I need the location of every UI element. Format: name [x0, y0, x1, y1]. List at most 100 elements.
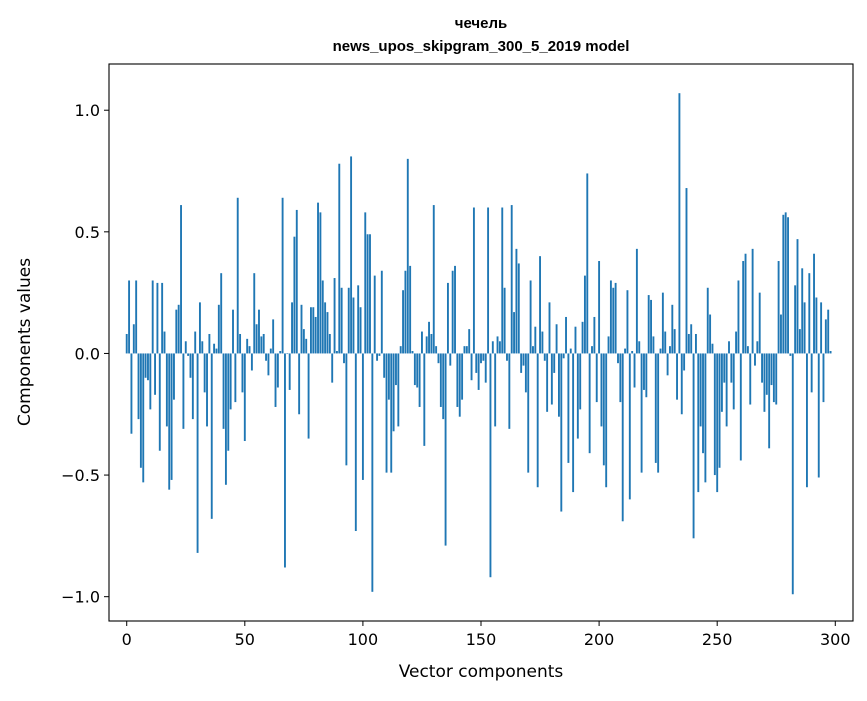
bar-248 [711, 343, 714, 354]
bar-189 [572, 353, 575, 493]
bar-157 [496, 336, 499, 354]
bar-225 [657, 353, 660, 473]
bar-142 [461, 353, 464, 400]
bar-210 [621, 353, 624, 522]
bar-275 [775, 353, 778, 405]
bar-223 [652, 336, 655, 354]
bar-130 [432, 205, 435, 354]
bar-252 [720, 353, 723, 412]
bar-35 [208, 333, 211, 354]
bar-290 [810, 353, 813, 393]
bar-206 [612, 287, 615, 354]
bar-28 [191, 353, 194, 420]
bar-179 [548, 302, 551, 354]
bar-82 [319, 212, 322, 354]
bar-164 [513, 312, 516, 354]
bar-24 [182, 353, 185, 429]
bar-27 [189, 353, 192, 378]
y-tick-label-2: 0.0 [75, 344, 100, 363]
bar-217 [638, 341, 641, 354]
bar-13 [156, 282, 159, 354]
bar-170 [527, 353, 530, 473]
bar-200 [598, 261, 601, 354]
bar-159 [501, 207, 504, 354]
bar-244 [702, 353, 704, 454]
bar-18 [168, 353, 171, 490]
chart-title-line2: news_upos_skipgram_300_5_2019 model [333, 38, 630, 55]
bar-117 [402, 290, 404, 354]
bar-289 [808, 273, 811, 354]
bar-141 [458, 353, 461, 417]
bar-129 [430, 333, 433, 354]
bar-112 [390, 353, 393, 473]
bar-178 [546, 353, 549, 412]
bar-204 [607, 336, 610, 354]
bar-31 [198, 302, 201, 354]
bar-257 [732, 353, 735, 410]
bar-40 [220, 273, 223, 354]
bar-231 [671, 304, 674, 354]
bar-176 [541, 331, 544, 354]
bar-94 [347, 287, 350, 354]
bar-4 [135, 280, 138, 354]
bar-260 [739, 353, 742, 461]
bar-110 [385, 353, 388, 473]
bar-103 [369, 234, 371, 354]
bar-140 [456, 353, 459, 407]
bar-205 [609, 280, 612, 354]
bar-211 [624, 348, 627, 354]
bar-262 [744, 253, 747, 354]
bar-20 [173, 353, 175, 400]
bar-246 [706, 287, 709, 354]
bar-243 [699, 353, 702, 427]
bar-235 [680, 353, 683, 415]
bar-143 [463, 346, 466, 354]
bar-233 [676, 353, 678, 400]
bar-154 [489, 353, 492, 578]
bar-124 [418, 353, 421, 407]
bar-88 [333, 278, 336, 354]
bar-187 [567, 353, 570, 463]
bar-251 [718, 353, 721, 468]
bar-161 [506, 353, 508, 361]
bar-92 [343, 353, 345, 364]
bar-123 [416, 353, 419, 388]
bar-151 [482, 353, 485, 361]
bar-182 [555, 324, 558, 354]
bar-190 [574, 326, 577, 354]
bar-99 [359, 307, 362, 354]
bar-192 [579, 353, 582, 410]
bar-60 [267, 353, 270, 376]
bar-76 [305, 338, 308, 354]
bar-1 [128, 280, 131, 354]
bar-59 [265, 353, 268, 361]
bar-38 [215, 348, 218, 354]
x-tick-label-150: 150 [466, 630, 497, 649]
bar-247 [709, 314, 712, 354]
bar-148 [475, 353, 478, 373]
bar-98 [357, 285, 360, 354]
bar-16 [163, 331, 166, 354]
bar-73 [298, 353, 301, 415]
x-axis-ticks: 0 50 100 150 200 250 300 [122, 621, 851, 649]
bar-52 [248, 346, 251, 354]
bar-54 [253, 273, 256, 354]
bar-287 [803, 302, 806, 354]
bar-208 [617, 353, 619, 364]
bar-194 [583, 275, 586, 354]
bar-195 [586, 173, 589, 354]
bar-57 [260, 336, 263, 354]
bar-286 [801, 268, 804, 354]
x-tick-label-0: 0 [122, 630, 132, 649]
bar-12 [154, 353, 156, 395]
bar-21 [175, 309, 178, 354]
bar-273 [770, 353, 773, 386]
bar-222 [650, 299, 652, 354]
bar-146 [470, 353, 473, 381]
bar-55 [255, 324, 258, 354]
bar-172 [532, 346, 534, 354]
bar-26 [187, 353, 190, 356]
bar-113 [392, 353, 395, 432]
bar-271 [765, 353, 768, 395]
bar-126 [423, 353, 426, 446]
